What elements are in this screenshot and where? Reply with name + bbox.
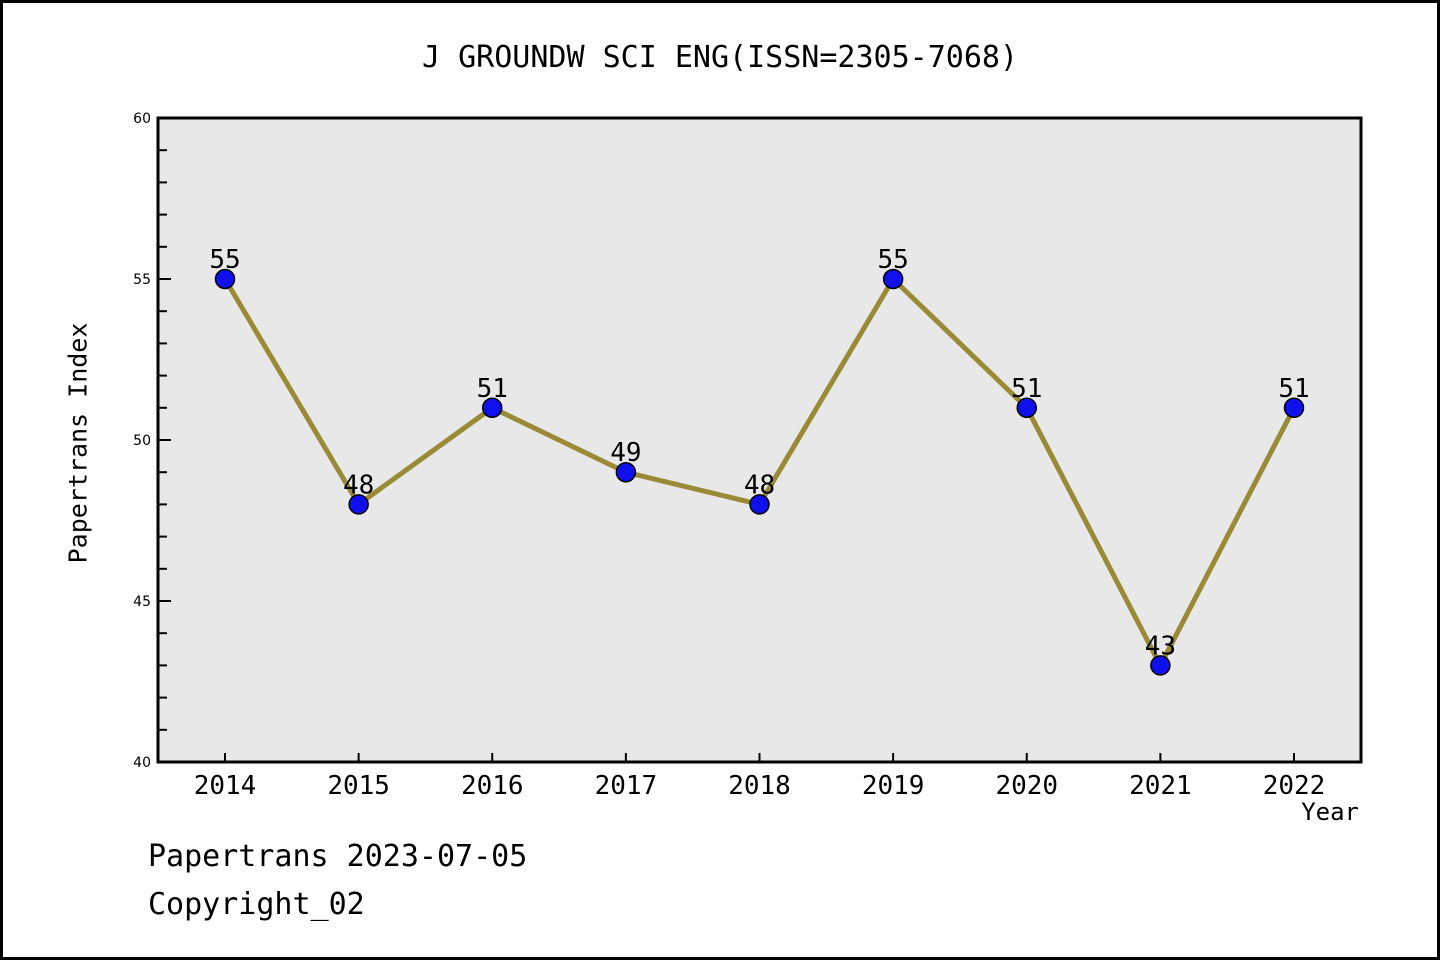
x-tick-label: 2020 [995, 771, 1058, 801]
data-point [882, 268, 904, 290]
x-tick-label: 2015 [327, 771, 390, 801]
x-axis-label: Year [1301, 798, 1359, 826]
plot-area [158, 118, 1361, 762]
y-tick-label: 40 [133, 755, 151, 771]
point-label: 48 [744, 470, 775, 500]
point-label: 55 [209, 245, 240, 275]
point-label: 51 [477, 374, 508, 404]
x-tick-label: 2018 [728, 771, 791, 801]
point-label: 51 [1278, 374, 1309, 404]
point-label: 55 [877, 245, 908, 275]
x-tick-label: 2014 [194, 771, 257, 801]
point-label: 49 [610, 438, 641, 468]
footer-copyright: Copyright_02 [148, 887, 365, 922]
footer-watermark: Papertrans 2023-07-05 [148, 839, 528, 874]
x-tick-label: 2016 [461, 771, 524, 801]
chart-svg: 40 45 50 55 60 2014 2015 2016 2017 2018 2019 2020 20… [133, 111, 1363, 801]
data-point [749, 494, 770, 515]
chart-title: J GROUNDW SCI ENG(ISSN=2305-7068) [421, 40, 1019, 75]
data-point [1283, 397, 1305, 419]
y-tick-label: 45 [133, 594, 151, 610]
data-point [214, 268, 236, 290]
data-point [482, 397, 503, 419]
x-tick-label: 2021 [1129, 771, 1192, 801]
data-point [1150, 655, 1171, 676]
y-tick-label: 55 [133, 272, 151, 288]
y-tick-label: 60 [133, 111, 151, 127]
data-point [348, 494, 369, 515]
point-label: 43 [1145, 631, 1176, 661]
x-tick-label: 2019 [862, 771, 925, 801]
x-tick-label: 2017 [595, 771, 658, 801]
data-point [615, 461, 637, 483]
axis-frame [156, 116, 1363, 764]
data-point [1016, 397, 1037, 419]
y-tick-label: 50 [133, 433, 151, 449]
point-label: 48 [343, 470, 374, 500]
x-tick-label: 2022 [1263, 771, 1326, 801]
point-label: 51 [1011, 374, 1042, 404]
